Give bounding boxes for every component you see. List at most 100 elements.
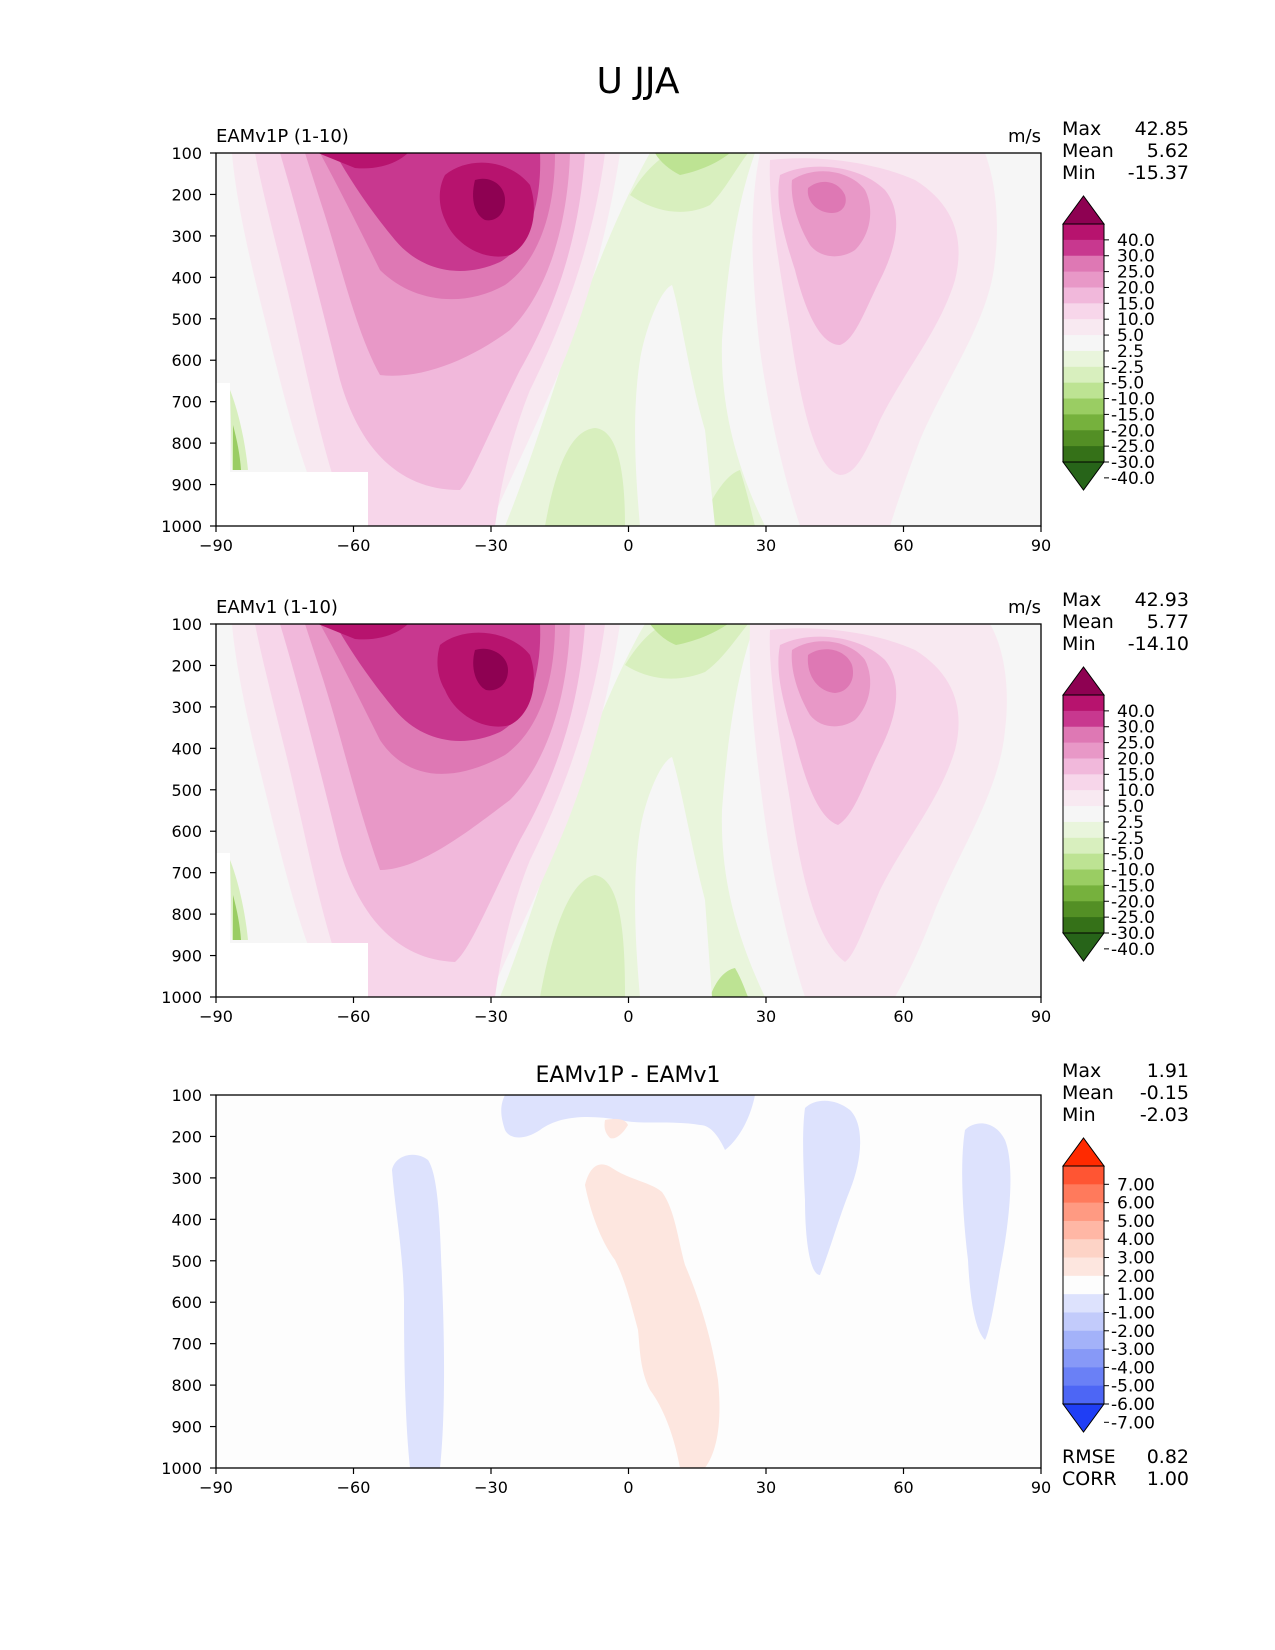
colorbar-segment [1063, 1202, 1104, 1222]
y-tick-label: 900 [171, 1418, 202, 1437]
colorbar-label: -2.00 [1111, 1322, 1155, 1342]
near-zero-equatorial [635, 757, 712, 997]
y-tick-label: 1000 [161, 988, 202, 1007]
colorbar-label: 5.0 [1117, 797, 1144, 817]
y-tick-label: 500 [171, 1252, 202, 1271]
polar-easterly-core [233, 895, 241, 940]
colorbar: 7.006.005.004.003.002.001.00-1.00-2.00-3… [1062, 1137, 1155, 1433]
colorbar-label: 40.0 [1117, 231, 1155, 251]
colorbar-segment [1063, 1275, 1104, 1295]
colorbar-segment [1063, 790, 1104, 807]
x-tick-label: 90 [1031, 1478, 1051, 1497]
y-tick-label: 1000 [161, 1459, 202, 1478]
y-tick-label: 800 [171, 1376, 202, 1395]
panel-title: EAMv1 (1-10) [216, 597, 338, 618]
colorbar-label: -6.00 [1111, 1395, 1155, 1415]
masked-region [216, 943, 368, 997]
colorbar-label: 20.0 [1117, 278, 1155, 298]
y-tick-label: 200 [171, 185, 202, 204]
axes: −90 −60 −30 0 30 60 90 100 200 300 400 500 600 700 800… [161, 615, 1051, 1026]
colorbar-segment [1063, 1349, 1104, 1368]
stat-min: -2.03 [1140, 1104, 1189, 1126]
colorbar-label: 1.00 [1117, 1285, 1155, 1305]
y-tick-label: 100 [171, 615, 202, 634]
colorbar-segment [1063, 917, 1104, 934]
stat-mean: 5.77 [1147, 611, 1189, 633]
stat-corr: 1.00 [1147, 1468, 1189, 1490]
colorbar-segment [1063, 853, 1104, 871]
lower-easterly-north [710, 968, 748, 997]
colorbar-extend-max [1062, 1137, 1105, 1167]
colorbar-segment [1063, 758, 1104, 775]
colorbar-label: 10.0 [1117, 781, 1155, 801]
negative-region [392, 1154, 445, 1468]
colorbar-segment [1063, 1257, 1104, 1277]
colorbar-label: 2.5 [1117, 342, 1144, 362]
colorbar-extend-min [1062, 1403, 1105, 1433]
colorbar-label: -25.0 [1111, 437, 1155, 457]
x-tick-label: 30 [756, 536, 776, 555]
y-tick-label: 200 [171, 656, 202, 675]
panel-title: EAMv1P - EAMv1 [535, 1063, 720, 1088]
colorbar-segment [1063, 430, 1104, 447]
colorbar-segment [1063, 821, 1104, 839]
stat-max-label: Max [1062, 1060, 1101, 1082]
sh-jet-core [473, 178, 505, 221]
upper-easterly-max [655, 153, 730, 175]
stat-max: 42.85 [1135, 118, 1189, 140]
colorbar-segment [1063, 742, 1104, 759]
colorbar-segment [1063, 303, 1104, 320]
colorbar-label: 15.0 [1117, 294, 1155, 314]
y-tick-label: 500 [171, 781, 202, 800]
x-tick-label: −60 [337, 1007, 371, 1026]
stats-block: Max 42.93 Mean 5.77 Min -14.10 [1062, 589, 1189, 655]
stat-rmse: 0.82 [1147, 1446, 1189, 1468]
colorbar-label: 4.00 [1117, 1230, 1155, 1250]
x-tick-label: 60 [893, 536, 913, 555]
near-zero-equatorial [635, 285, 715, 526]
colorbar-segment [1063, 837, 1104, 855]
colorbar-label: 15.0 [1117, 765, 1155, 785]
colorbar-segment [1063, 224, 1104, 241]
x-tick-label: 30 [756, 1478, 776, 1497]
stat-mean-label: Mean [1062, 1082, 1114, 1104]
colorbar-label: -40.0 [1111, 469, 1155, 489]
y-tick-label: 700 [171, 1335, 202, 1354]
stat-mean-label: Mean [1062, 140, 1114, 162]
colorbar-label: 30.0 [1117, 247, 1155, 267]
axes: −90 −60 −30 0 30 60 90 100 200 300 400 500 600 700 800… [161, 144, 1051, 555]
colorbar-label: -2.5 [1111, 829, 1144, 849]
y-tick-label: 600 [171, 351, 202, 370]
colorbar-label: -20.0 [1111, 421, 1155, 441]
panel-eamv1: EAMv1 (1-10) m/s [161, 589, 1189, 1026]
colorbar-label: 5.00 [1117, 1212, 1155, 1232]
colorbar-segment [1063, 398, 1104, 415]
colorbar-segment [1063, 1220, 1104, 1240]
colorbar-segment [1063, 414, 1104, 431]
y-tick-label: 800 [171, 905, 202, 924]
x-tick-label: 90 [1031, 1007, 1051, 1026]
stat-min: -14.10 [1128, 633, 1189, 655]
positive-region [604, 1118, 628, 1139]
stat-min-label: Min [1062, 633, 1096, 655]
x-tick-label: −30 [474, 1007, 508, 1026]
positive-region [585, 1164, 720, 1468]
colorbar-label: -1.00 [1111, 1303, 1155, 1323]
x-tick-label: 30 [756, 1007, 776, 1026]
colorbar-label: 3.00 [1117, 1249, 1155, 1269]
stat-max: 42.93 [1135, 589, 1189, 611]
stat-min-label: Min [1062, 1104, 1096, 1126]
colorbar-extend-min [1062, 461, 1105, 491]
colorbar: 40.030.025.020.015.010.05.02.5-2.5-5.0-1… [1062, 195, 1155, 491]
y-tick-label: 600 [171, 1293, 202, 1312]
colorbar-segment [1063, 287, 1104, 304]
colorbar-label: -30.0 [1111, 924, 1155, 944]
stats-block: Max 42.85 Mean 5.62 Min -15.37 [1062, 118, 1189, 184]
lower-easterly-south [545, 428, 625, 526]
colorbar-segment [1063, 1385, 1104, 1405]
lower-easterly-north [700, 470, 755, 526]
colorbar-label: 20.0 [1117, 749, 1155, 769]
colorbar-extend-min [1062, 932, 1105, 962]
colorbar-segment [1063, 239, 1104, 257]
